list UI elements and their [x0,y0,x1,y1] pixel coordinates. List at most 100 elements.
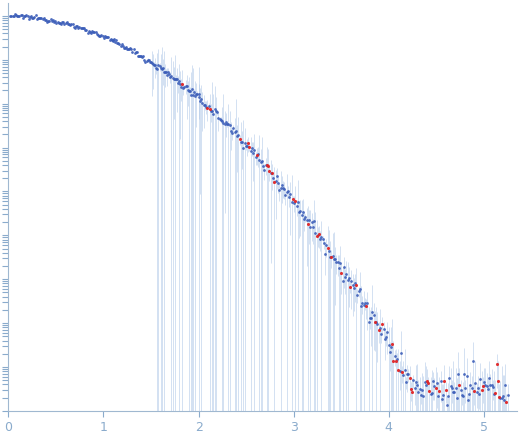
Point [192,90,201,97]
Point [329,253,337,260]
Point [181,82,190,89]
Point [33,15,41,22]
Point [447,382,455,389]
Point [44,18,53,25]
Point [471,379,479,386]
Point [222,118,230,125]
Point [313,232,321,239]
Point [175,77,183,84]
Point [341,274,349,281]
Point [497,394,505,401]
Point [152,64,161,71]
Point [46,16,55,23]
Point [239,145,248,152]
Point [297,211,306,218]
Point [464,396,472,403]
Point [483,383,491,390]
Point [495,393,503,400]
Point [69,21,77,28]
Point [460,370,469,377]
Point [381,335,389,342]
Point [361,300,369,307]
Point [42,17,50,24]
Point [336,259,344,266]
Point [98,33,107,40]
Point [268,170,276,177]
Point [137,52,145,59]
Point [170,75,178,82]
Point [272,172,281,179]
Point [323,244,332,251]
Point [404,371,412,378]
Point [244,140,252,147]
Point [264,163,272,170]
Point [83,29,92,36]
Point [396,367,404,374]
Point [366,314,374,321]
Point [148,59,156,66]
Point [86,29,94,36]
Point [135,53,143,60]
Point [25,14,34,21]
Point [281,191,290,198]
Point [236,135,244,142]
Point [24,15,33,22]
Point [340,264,348,271]
Point [358,299,367,306]
Point [502,398,511,405]
Point [492,361,501,368]
Point [213,109,222,116]
Point [387,344,395,351]
Point [72,23,80,30]
Point [300,215,308,222]
Point [455,382,463,388]
Point [74,24,83,31]
Point [440,378,449,385]
Point [90,28,99,35]
Point [501,382,510,389]
Point [362,303,370,310]
Point [296,207,305,214]
Point [220,121,229,128]
Point [125,46,133,53]
Point [289,195,297,202]
Point [178,80,187,87]
Point [186,88,194,95]
Point [383,329,392,336]
Point [49,17,57,24]
Point [438,395,446,402]
Point [339,277,347,284]
Point [52,20,60,27]
Point [433,379,441,386]
Point [190,88,199,95]
Point [128,48,137,55]
Point [123,46,131,53]
Point [280,185,289,192]
Point [14,12,22,19]
Point [218,117,226,124]
Point [159,65,167,72]
Point [67,21,75,28]
Point [164,69,173,76]
Point [149,61,157,68]
Point [126,45,135,52]
Point [249,149,257,156]
Point [131,49,139,56]
Point [248,144,256,151]
Point [415,386,424,393]
Point [224,121,232,128]
Point [351,280,359,287]
Point [51,17,59,24]
Point [187,92,195,99]
Point [173,76,181,83]
Point [474,385,482,392]
Point [61,20,70,27]
Point [15,12,23,19]
Point [217,116,225,123]
Point [226,122,234,129]
Point [321,250,329,257]
Point [441,386,450,393]
Point [382,333,390,340]
Point [342,271,350,277]
Point [141,59,150,66]
